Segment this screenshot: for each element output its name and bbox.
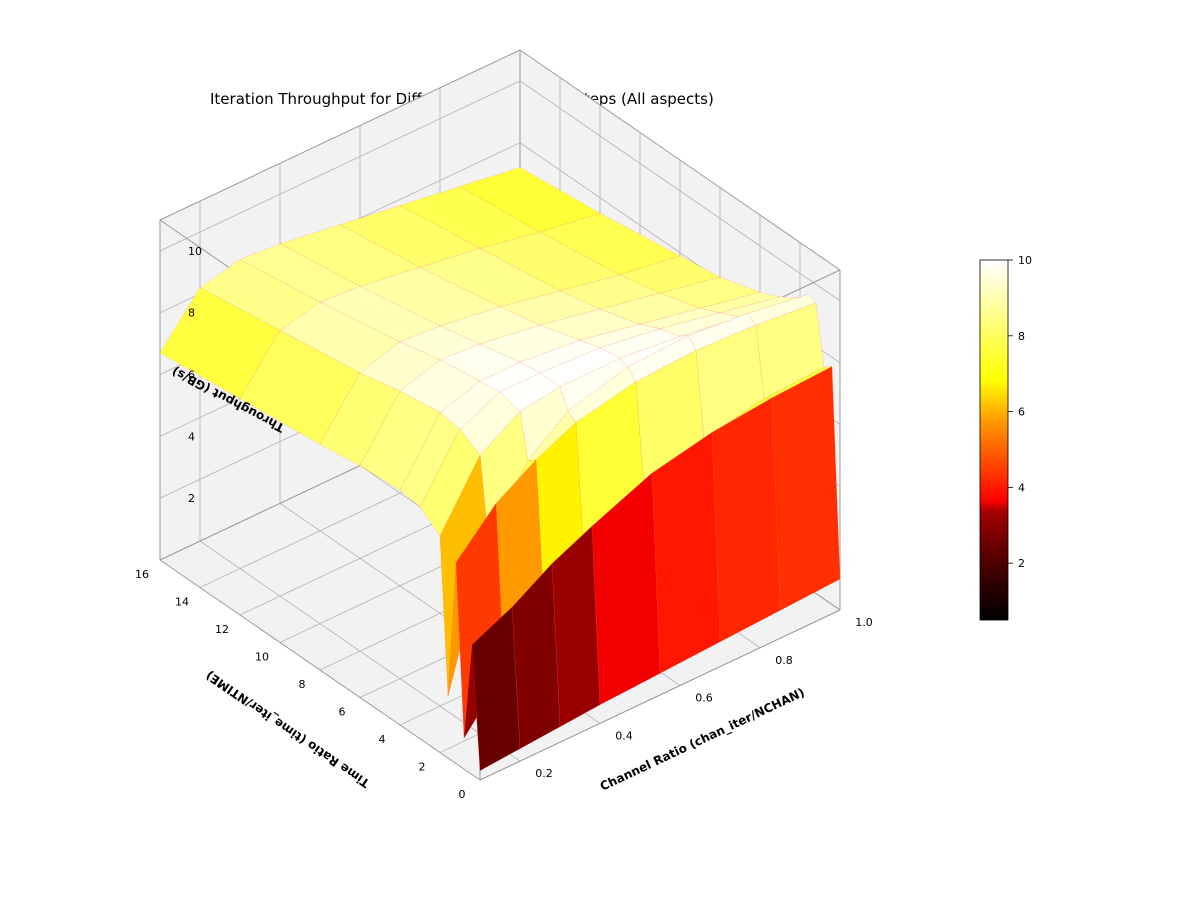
x-tick: 0 <box>459 788 466 801</box>
colorbar-tick: 6 <box>1018 406 1025 419</box>
x-tick: 14 <box>175 596 189 609</box>
x-tick: 2 <box>419 761 426 774</box>
z-tick: 10 <box>188 245 202 258</box>
chart-3d-surface: Iteration Throughput for Different Time/… <box>0 0 1200 900</box>
plot-svg: 02468101214160.20.40.60.81.0246810Time R… <box>0 0 1200 900</box>
y-tick: 0.2 <box>535 767 553 780</box>
colorbar <box>980 260 1013 620</box>
x-tick: 10 <box>255 651 269 664</box>
z-tick: 4 <box>188 430 195 443</box>
z-tick: 8 <box>188 307 195 320</box>
y-tick: 1.0 <box>855 616 873 629</box>
colorbar-tick: 4 <box>1018 481 1025 494</box>
colorbar-tick: 8 <box>1018 330 1025 343</box>
y-tick: 0.4 <box>615 729 633 742</box>
x-tick: 4 <box>379 733 386 746</box>
y-tick: 0.8 <box>775 654 793 667</box>
x-tick: 8 <box>299 678 306 691</box>
colorbar-tick: 2 <box>1018 557 1025 570</box>
x-tick: 12 <box>215 623 229 636</box>
x-tick: 16 <box>135 568 149 581</box>
colorbar-tick: 10 <box>1018 254 1032 267</box>
x-tick: 6 <box>339 706 346 719</box>
z-tick: 2 <box>188 492 195 505</box>
y-tick: 0.6 <box>695 692 713 705</box>
